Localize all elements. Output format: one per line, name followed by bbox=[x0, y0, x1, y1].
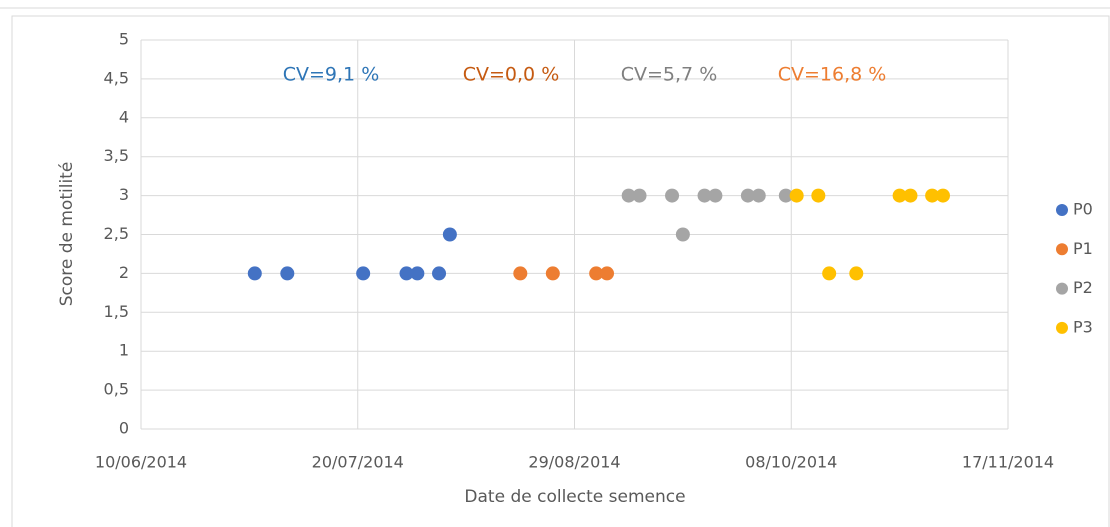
point bbox=[903, 188, 918, 203]
point bbox=[247, 266, 262, 281]
point bbox=[545, 266, 560, 281]
y-tick-label: 3 bbox=[119, 185, 129, 204]
x-tick-label: 20/07/2014 bbox=[312, 453, 404, 472]
legend-marker bbox=[1056, 204, 1068, 216]
x-tick-label: 08/10/2014 bbox=[745, 453, 837, 472]
point bbox=[442, 227, 457, 242]
y-tick-label: 2,5 bbox=[104, 224, 129, 243]
point bbox=[399, 266, 414, 281]
legend-label: P1 bbox=[1073, 239, 1093, 258]
point bbox=[432, 266, 447, 281]
y-axis-title: Score de motilité bbox=[57, 162, 77, 307]
point bbox=[849, 266, 864, 281]
point bbox=[778, 188, 793, 203]
point bbox=[632, 188, 647, 203]
point bbox=[280, 266, 295, 281]
point bbox=[935, 188, 950, 203]
x-tick-label: 29/08/2014 bbox=[528, 453, 620, 472]
y-tick-label: 5 bbox=[119, 30, 129, 49]
legend-marker bbox=[1056, 243, 1068, 256]
y-tick-label: 4 bbox=[119, 107, 129, 126]
annotation: CV=16,8 % bbox=[778, 64, 887, 86]
annotation: CV=9,1 % bbox=[283, 64, 380, 86]
x-tick-label: 10/06/2014 bbox=[95, 453, 187, 472]
point bbox=[925, 188, 940, 203]
y-tick-label: 1 bbox=[119, 341, 129, 360]
y-tick-label: 3,5 bbox=[104, 146, 129, 165]
point bbox=[697, 188, 712, 203]
point bbox=[740, 188, 755, 203]
x-tick-label: 17/11/2014 bbox=[962, 453, 1054, 472]
annotation: CV=0,0 % bbox=[463, 64, 560, 86]
point bbox=[356, 266, 371, 281]
point bbox=[665, 188, 680, 203]
y-tick-label: 0 bbox=[119, 419, 129, 438]
y-tick-label: 1,5 bbox=[104, 302, 129, 321]
point bbox=[600, 266, 615, 281]
legend-label: P3 bbox=[1073, 317, 1093, 336]
x-axis-title: Date de collecte semence bbox=[464, 487, 685, 507]
annotation: CV=5,7 % bbox=[621, 64, 718, 86]
y-tick-label: 4,5 bbox=[104, 68, 129, 87]
legend-label: P0 bbox=[1073, 200, 1093, 219]
y-tick-label: 0,5 bbox=[104, 380, 129, 399]
point bbox=[892, 188, 907, 203]
point bbox=[811, 188, 826, 203]
legend-marker bbox=[1056, 321, 1068, 334]
point bbox=[621, 188, 636, 203]
point bbox=[789, 188, 804, 203]
legend-label: P2 bbox=[1073, 278, 1093, 297]
point bbox=[589, 266, 604, 281]
chart-frame bbox=[11, 15, 1110, 527]
point bbox=[751, 188, 766, 203]
point bbox=[513, 266, 528, 281]
point bbox=[822, 266, 837, 281]
legend-marker bbox=[1056, 282, 1068, 295]
point bbox=[410, 266, 425, 281]
point bbox=[675, 227, 690, 242]
point bbox=[708, 188, 723, 203]
y-tick-label: 2 bbox=[119, 263, 129, 282]
